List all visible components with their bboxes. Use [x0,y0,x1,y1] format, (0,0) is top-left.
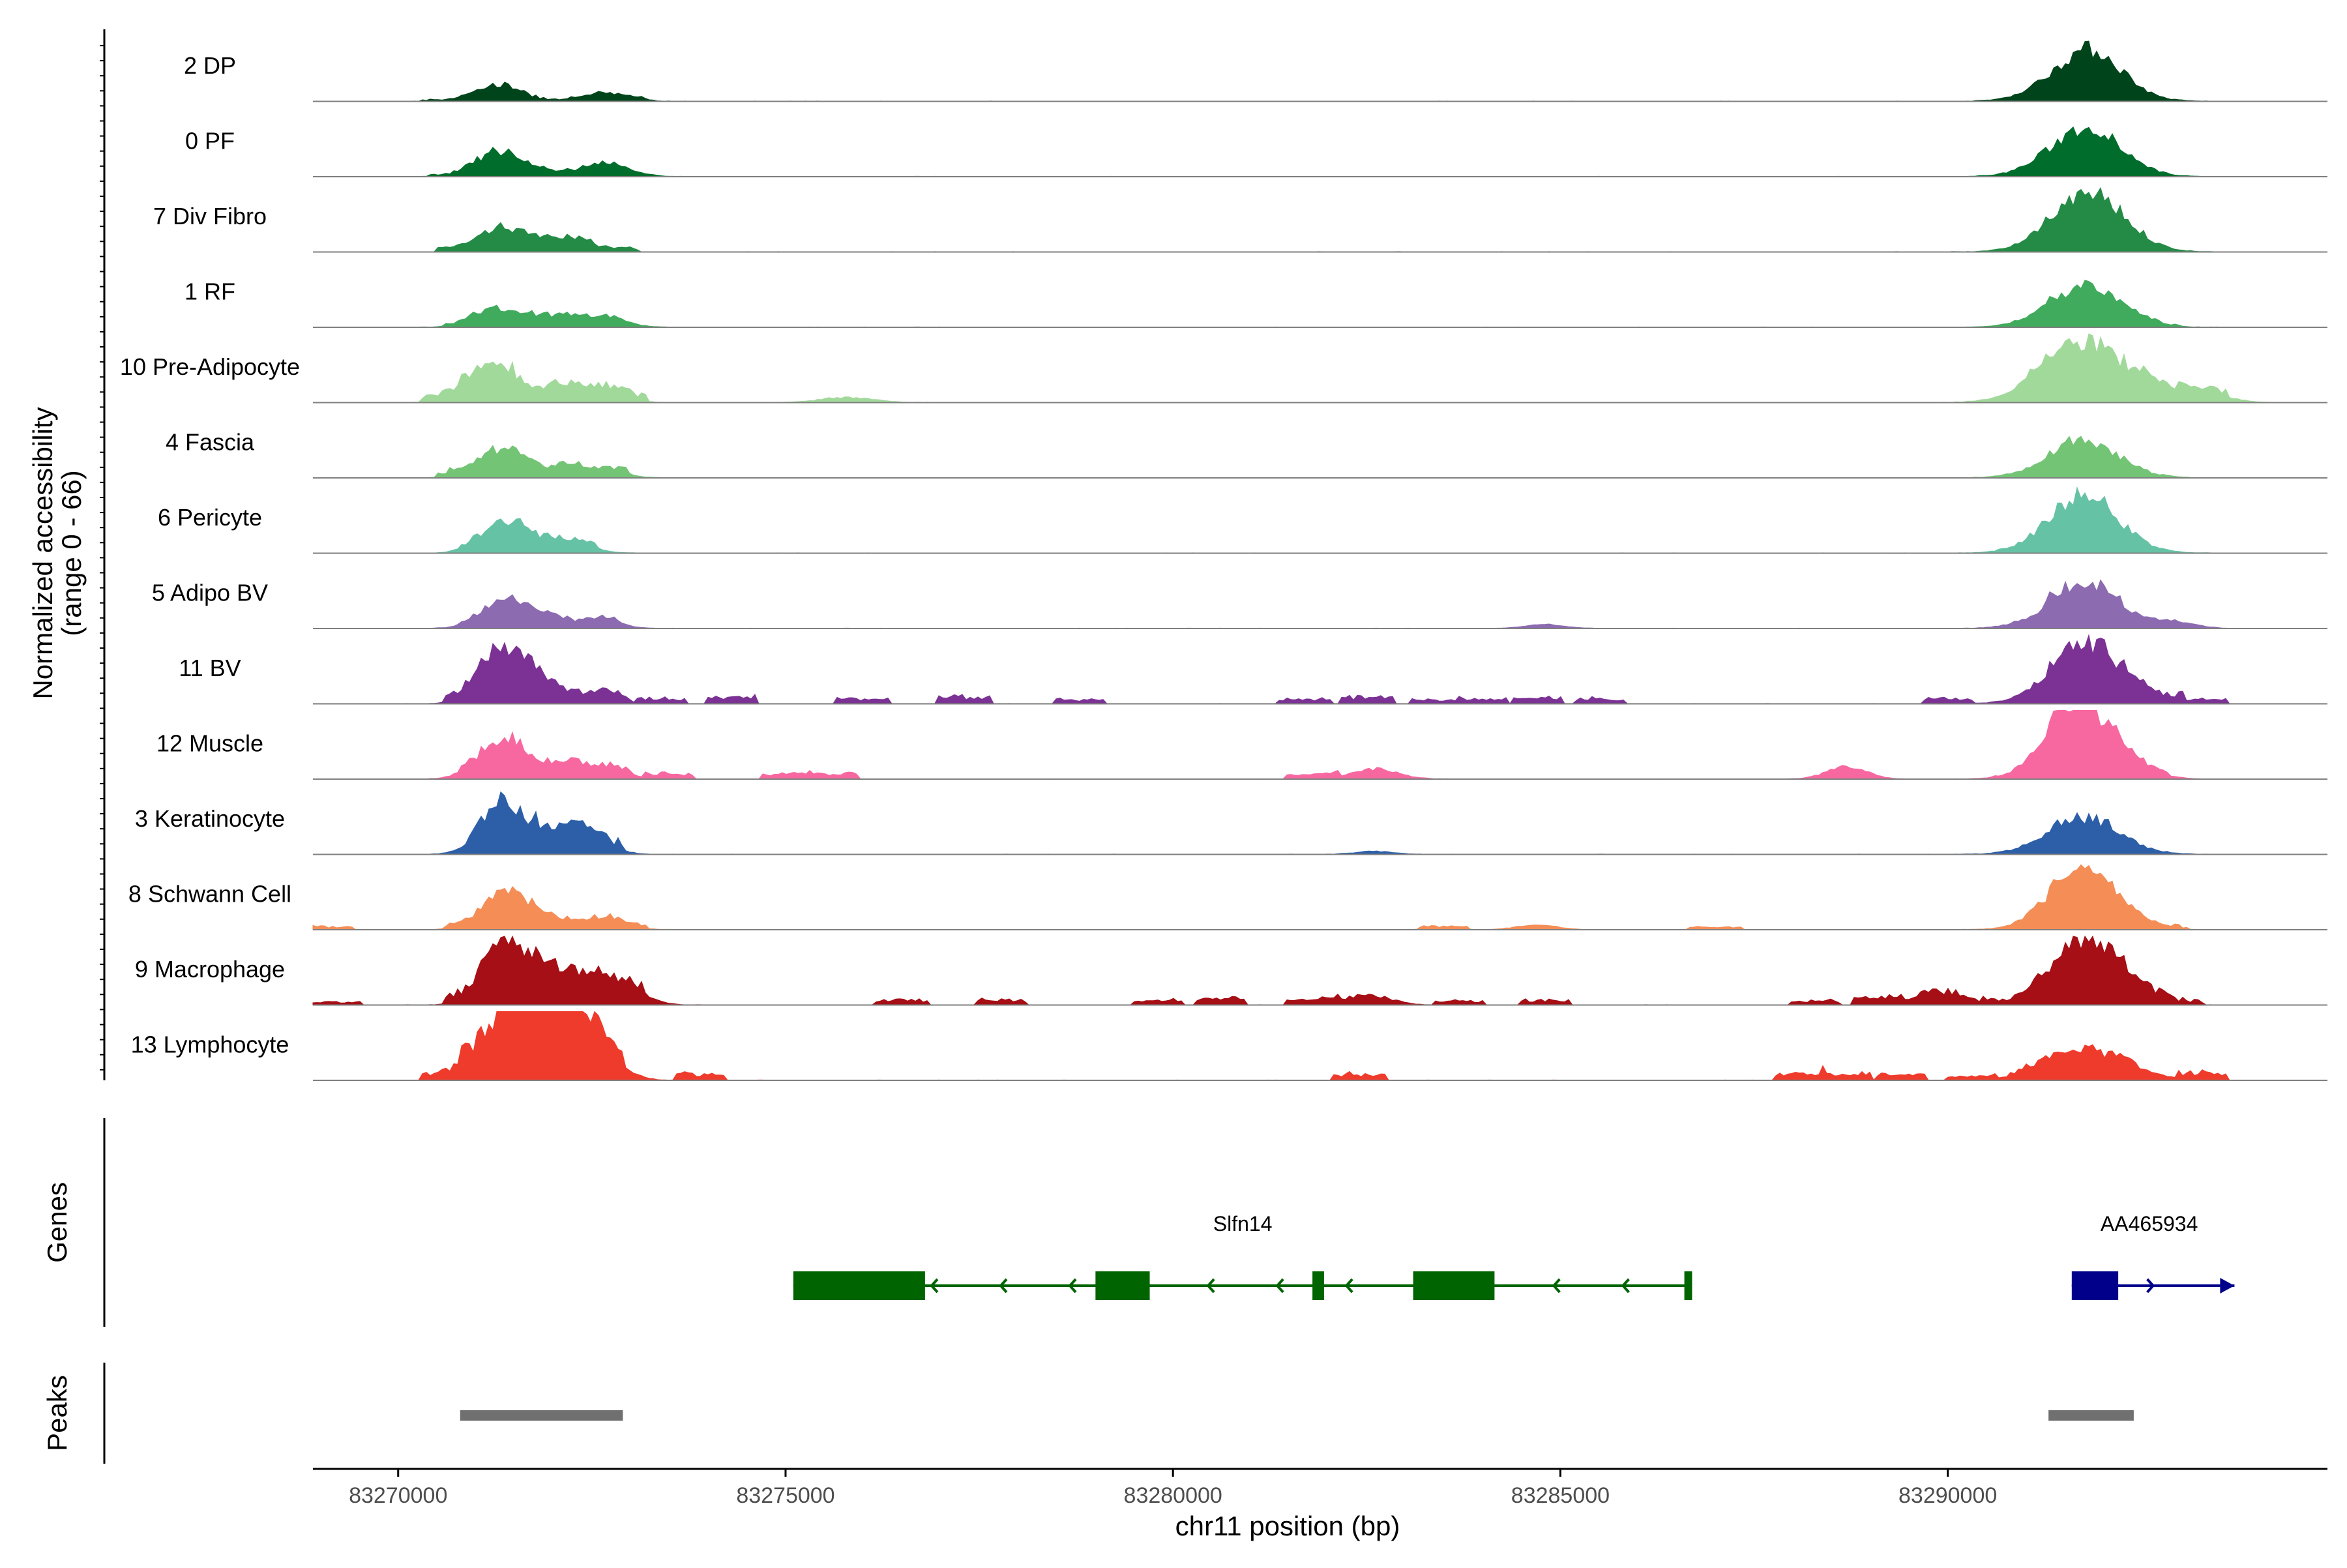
track-label: 1 RF [185,278,235,305]
track-label: 4 Fascia [166,429,255,456]
coverage-area [313,280,2327,328]
coverage-area [313,436,2327,479]
peaks-track-label: Peaks [42,1375,72,1451]
track-label: 9 Macrophage [135,956,285,983]
gene-direction-chevron [2146,1278,2155,1294]
x-tick-label: 83285000 [1511,1483,1610,1508]
gene-direction-chevron [1552,1278,1561,1294]
coverage-area [313,486,2327,554]
track-label: 3 Keratinocyte [135,805,285,832]
gene-exon [2071,1271,2119,1300]
gene-direction-chevron [1206,1278,1215,1294]
coverage-area [313,634,2327,705]
gene-exon [793,1271,925,1300]
track-label: 6 Pericyte [158,504,262,531]
coverage-area [313,126,2327,177]
gene-direction-chevron [999,1278,1008,1294]
gene-direction-chevron [930,1278,939,1294]
gene-direction-chevron [1068,1278,1077,1294]
track-label: 12 Muscle [156,730,263,757]
coverage-area [312,935,2327,1006]
coverage-area [313,186,2327,253]
y-axis-label: Normalized accessibility [27,407,58,699]
gene-label: AA465934 [2101,1212,2198,1235]
coverage-area [313,1011,2327,1081]
coverage-area [312,864,2327,930]
genes-track-label: Genes [42,1182,72,1263]
peak-region-bar [2048,1410,2134,1421]
coverage-area [313,791,2327,855]
gene-direction-chevron [1621,1278,1630,1294]
gene-exon [1413,1271,1495,1300]
x-tick-label: 83290000 [1898,1483,1997,1508]
gene-exon [1095,1271,1150,1300]
peak-region-bar [460,1410,623,1421]
track-label: 8 Schwann Cell [128,881,291,908]
y-axis-range-label: (range 0 - 66) [56,470,87,636]
track-label: 2 DP [184,52,236,79]
track-label: 7 Div Fibro [153,203,267,229]
coverage-area [313,333,2327,404]
gene-exon [1684,1271,1692,1300]
gene-direction-chevron [1275,1278,1284,1294]
track-label: 13 Lymphocyte [131,1031,289,1058]
coverage-area [313,579,2327,629]
track-label: 11 BV [179,655,241,681]
track-label: 10 Pre-Adipocyte [120,353,300,380]
x-axis-label: chr11 position (bp) [1175,1511,1400,1541]
gene-exon [1312,1271,1324,1300]
track-label: 5 Adipo BV [152,580,268,606]
coverage-area [313,710,2327,780]
coverage-area [313,40,2327,102]
gene-label: Slfn14 [1213,1212,1273,1235]
x-tick-label: 83280000 [1124,1483,1222,1508]
track-label: 0 PF [185,128,235,155]
gene-arrowhead [2220,1278,2235,1294]
gene-direction-chevron [1344,1278,1353,1294]
x-tick-label: 83275000 [736,1483,834,1508]
x-tick-label: 83270000 [349,1483,447,1508]
